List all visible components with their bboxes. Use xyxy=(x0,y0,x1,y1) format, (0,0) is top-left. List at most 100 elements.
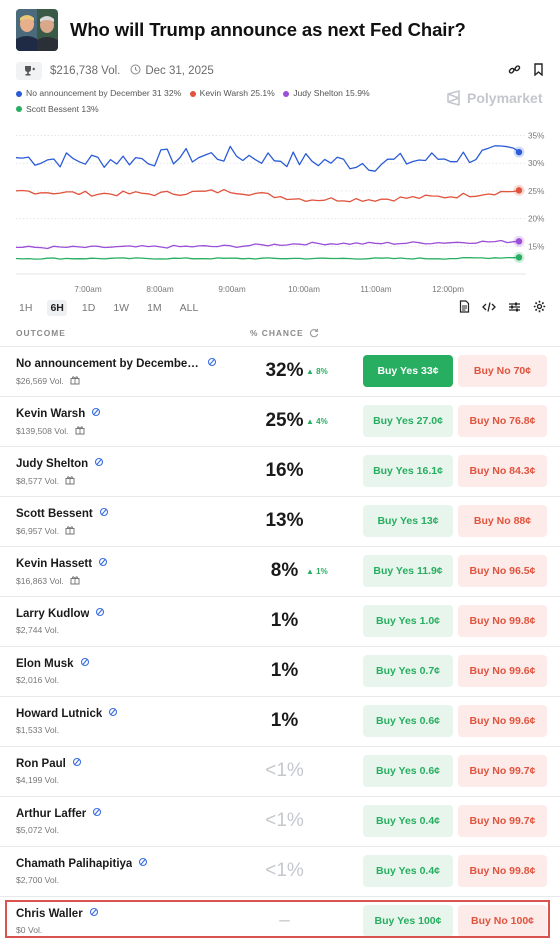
buy-yes-button[interactable]: Buy Yes 13¢ xyxy=(363,505,453,537)
chance-column-header[interactable]: % CHANCE xyxy=(250,328,319,338)
outcome-name[interactable]: Judy Shelton xyxy=(16,457,104,470)
rewards-icon[interactable] xyxy=(98,557,108,570)
rewards-icon[interactable] xyxy=(95,607,105,620)
bookmark-icon[interactable] xyxy=(533,63,544,79)
buy-yes-button[interactable]: Buy Yes 0.6¢ xyxy=(363,755,453,787)
outcome-row[interactable]: Ron Paul $4,199 Vol. <1% Buy Yes 0.6¢ Buy No… xyxy=(0,746,560,796)
buy-no-button[interactable]: Buy No 99.6¢ xyxy=(458,705,547,737)
time-range-selector: 1H 6H 1D 1W 1M ALL xyxy=(16,299,546,317)
chance-change: ▲ 8% xyxy=(306,367,328,376)
buy-no-button[interactable]: Buy No 99.8¢ xyxy=(458,855,547,887)
series-line xyxy=(15,145,521,172)
outcome-name[interactable]: Howard Lutnick xyxy=(16,707,118,720)
buy-yes-button[interactable]: Buy Yes 0.6¢ xyxy=(363,705,453,737)
outcome-chance: 16% xyxy=(265,460,304,481)
range-1m[interactable]: 1M xyxy=(147,302,162,314)
gift-icon[interactable] xyxy=(65,525,75,537)
rewards-icon[interactable] xyxy=(108,707,118,720)
buy-yes-button[interactable]: Buy Yes 33¢ xyxy=(363,355,453,387)
outcome-row[interactable]: Kevin Hassett $16,863 Vol. 8% ▲ 1% Buy Yes 1… xyxy=(0,546,560,596)
rewards-icon[interactable] xyxy=(91,407,101,420)
buy-yes-button[interactable]: Buy Yes 0.4¢ xyxy=(363,855,453,887)
sliders-icon[interactable] xyxy=(508,301,521,316)
outcome-row[interactable]: Larry Kudlow $2,744 Vol. 1% Buy Yes 1.0¢ Buy… xyxy=(0,596,560,646)
buy-yes-button[interactable]: Buy Yes 100¢ xyxy=(363,905,453,937)
buy-no-button[interactable]: Buy No 84.3¢ xyxy=(458,455,547,487)
buy-no-button[interactable]: Buy No 70¢ xyxy=(458,355,547,387)
outcome-name[interactable]: Kevin Hassett xyxy=(16,557,108,570)
rewards-icon[interactable] xyxy=(138,857,148,870)
buy-no-button[interactable]: Buy No 96.5¢ xyxy=(458,555,547,587)
gift-icon[interactable] xyxy=(70,575,80,587)
outcome-name[interactable]: Kevin Warsh xyxy=(16,407,101,420)
rewards-icon[interactable] xyxy=(89,907,99,920)
outcome-chance: <1% xyxy=(265,860,304,881)
outcome-row[interactable]: Chamath Palihapitiya $2,700 Vol. <1% Buy Ye… xyxy=(0,846,560,896)
legend-dot xyxy=(16,106,22,112)
refresh-icon[interactable] xyxy=(309,328,319,338)
x-tick-label: 12:00pm xyxy=(432,285,464,294)
outcome-volume: $2,700 Vol. xyxy=(16,875,60,885)
link-icon[interactable] xyxy=(508,63,521,79)
outcome-name[interactable]: Chamath Palihapitiya xyxy=(16,857,148,870)
outcome-row[interactable]: No announcement by December ... $26,569 V… xyxy=(0,346,560,396)
rewards-icon[interactable] xyxy=(94,457,104,470)
document-icon[interactable] xyxy=(459,300,470,316)
buy-yes-button[interactable]: Buy Yes 27.0¢ xyxy=(363,405,453,437)
rewards-icon[interactable] xyxy=(80,657,90,670)
buy-no-button[interactable]: Buy No 88¢ xyxy=(458,505,547,537)
outcome-name[interactable]: No announcement by December ... xyxy=(16,357,217,370)
outcome-name[interactable]: Elon Musk xyxy=(16,657,90,670)
outcome-row[interactable]: Howard Lutnick $1,533 Vol. 1% Buy Yes 0.6¢ B… xyxy=(0,696,560,746)
trophy-icon[interactable] xyxy=(16,62,42,80)
buy-no-button[interactable]: Buy No 76.8¢ xyxy=(458,405,547,437)
outcome-row[interactable]: Judy Shelton $8,577 Vol. 16% Buy Yes 16.1¢ B… xyxy=(0,446,560,496)
buy-yes-button[interactable]: Buy Yes 16.1¢ xyxy=(363,455,453,487)
rewards-icon[interactable] xyxy=(92,807,102,820)
buy-yes-button[interactable]: Buy Yes 1.0¢ xyxy=(363,605,453,637)
y-tick-label: 20% xyxy=(528,215,544,224)
buy-no-button[interactable]: Buy No 99.7¢ xyxy=(458,755,547,787)
range-1w[interactable]: 1W xyxy=(113,302,130,314)
outcome-chance: 8% xyxy=(270,560,299,581)
outcome-name[interactable]: Ron Paul xyxy=(16,757,82,770)
outcome-name[interactable]: Larry Kudlow xyxy=(16,607,105,620)
market-header: Who will Trump announce as next Fed Chai… xyxy=(16,8,546,52)
gear-icon[interactable] xyxy=(533,300,546,316)
outcome-name[interactable]: Arthur Laffer xyxy=(16,807,102,820)
outcomes-table: No announcement by December ... $26,569 V… xyxy=(0,346,560,945)
gift-icon[interactable] xyxy=(65,475,75,487)
outcome-name[interactable]: Chris Waller xyxy=(16,907,99,920)
range-1d[interactable]: 1D xyxy=(81,302,96,314)
chance-change: ▲ 4% xyxy=(306,417,328,426)
buy-no-button[interactable]: Buy No 99.6¢ xyxy=(458,655,547,687)
buy-yes-button[interactable]: Buy Yes 0.4¢ xyxy=(363,805,453,837)
buy-no-button[interactable]: Buy No 100¢ xyxy=(458,905,547,937)
outcome-row[interactable]: Chris Waller $0 Vol. – Buy Yes 100¢ Buy No 1… xyxy=(0,896,560,945)
outcome-volume: $8,577 Vol. xyxy=(16,475,75,487)
outcome-chance: 1% xyxy=(270,710,299,731)
chart-legend: No announcement by December 31 32% Kevin… xyxy=(16,86,446,117)
range-6h[interactable]: 6H xyxy=(47,300,67,316)
outcome-name[interactable]: Scott Bessent xyxy=(16,507,109,520)
rewards-icon[interactable] xyxy=(99,507,109,520)
gift-icon[interactable] xyxy=(70,375,80,387)
outcome-row[interactable]: Arthur Laffer $5,072 Vol. <1% Buy Yes 0.4¢ B… xyxy=(0,796,560,846)
buy-yes-button[interactable]: Buy Yes 0.7¢ xyxy=(363,655,453,687)
series-line xyxy=(15,239,521,250)
rewards-icon[interactable] xyxy=(72,757,82,770)
buy-no-button[interactable]: Buy No 99.8¢ xyxy=(458,605,547,637)
x-tick-label: 7:00am xyxy=(74,285,101,294)
price-chart[interactable]: 35% 30% 25% 20% 15% 7:00am 8:00am 9:00am 10:00am… xyxy=(0,124,560,296)
outcome-row[interactable]: Elon Musk $2,016 Vol. 1% Buy Yes 0.7¢ Buy No… xyxy=(0,646,560,696)
buy-yes-button[interactable]: Buy Yes 11.9¢ xyxy=(363,555,453,587)
outcome-row[interactable]: Scott Bessent $6,957 Vol. 13% Buy Yes 13¢ Bu… xyxy=(0,496,560,546)
buy-no-button[interactable]: Buy No 99.7¢ xyxy=(458,805,547,837)
range-all[interactable]: ALL xyxy=(179,302,199,314)
rewards-icon[interactable] xyxy=(207,357,217,370)
gift-icon[interactable] xyxy=(75,425,85,437)
range-1h[interactable]: 1H xyxy=(19,302,33,314)
embed-code-icon[interactable] xyxy=(482,301,496,316)
outcome-chance: <1% xyxy=(265,810,304,831)
outcome-row[interactable]: Kevin Warsh $139,508 Vol. 25% ▲ 4% Buy Yes 2… xyxy=(0,396,560,446)
